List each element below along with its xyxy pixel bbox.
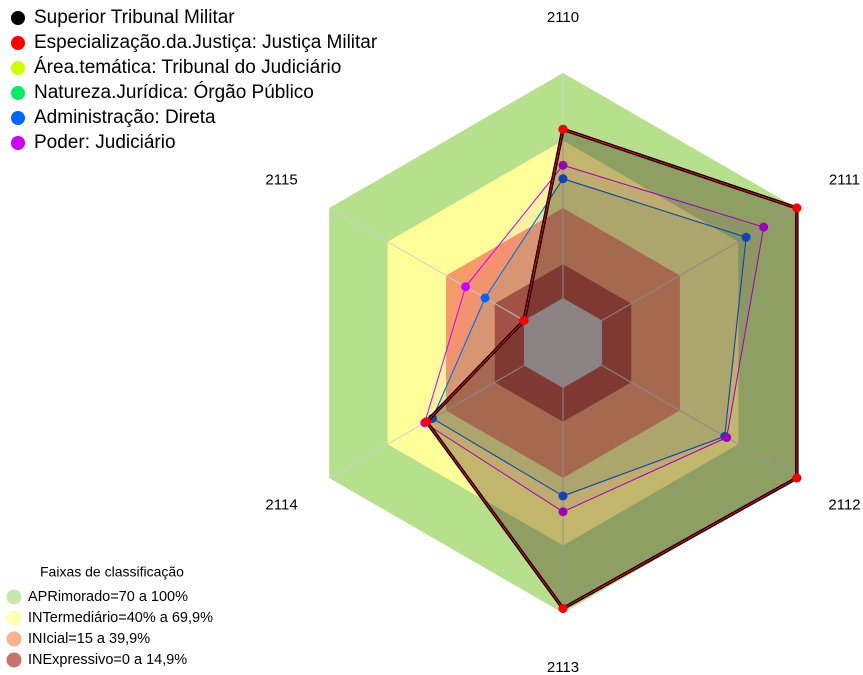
legend-marker	[11, 36, 25, 50]
data-point	[480, 293, 490, 303]
data-point	[558, 604, 568, 613]
bands-legend-marker	[6, 631, 22, 647]
bands-legend-label: INIcial=15 a 39,9%	[28, 631, 150, 647]
axis-label: 2113	[547, 659, 579, 675]
data-point	[461, 282, 471, 292]
legend-marker	[11, 86, 25, 100]
data-point	[558, 124, 568, 134]
data-point	[519, 316, 529, 325]
bands-legend-marker	[6, 589, 22, 605]
axis-label: 2115	[265, 171, 297, 188]
legend-label: Superior Tribunal Militar	[34, 7, 235, 28]
data-point	[792, 473, 802, 483]
data-point	[722, 433, 732, 442]
data-point	[558, 491, 568, 501]
data-point	[558, 507, 568, 517]
bands-legend-label: INTermediário=40% a 69,9%	[28, 610, 213, 626]
data-point	[558, 174, 568, 184]
data-point	[759, 222, 769, 232]
data-point	[741, 232, 751, 242]
band-hole	[524, 298, 602, 388]
legend-label: Área.temática: Tribunal do Judiciário	[34, 57, 341, 78]
legend-label: Administração: Direta	[34, 107, 216, 128]
legend-label: Natureza.Jurídica: Órgão Público	[34, 81, 314, 103]
legend-label: Especialização.da.Justiça: Justiça Milit…	[34, 32, 378, 53]
legend-marker	[11, 61, 25, 75]
axis-label: 2112	[828, 496, 860, 513]
legend-marker	[11, 11, 25, 25]
legend-marker	[11, 136, 25, 150]
bands-legend-label: APRimorado=70 a 100%	[28, 589, 188, 605]
spoke	[328, 207, 525, 321]
bands-legend-marker	[6, 610, 22, 626]
data-point	[422, 417, 432, 427]
data-point	[558, 160, 568, 170]
axis-label: 2114	[265, 496, 297, 513]
axis-label: 2110	[547, 9, 579, 26]
legend-label: Poder: Judiciário	[34, 132, 176, 153]
axis-label: 2111	[829, 171, 860, 188]
data-point	[792, 203, 802, 213]
bands-legend-marker	[6, 652, 22, 668]
legend-marker	[11, 111, 25, 125]
spoke	[601, 365, 798, 479]
bands-legend-label: INExpressivo=0 a 14,9%	[28, 652, 187, 668]
bands-legend-title: Faixas de classificação	[40, 564, 184, 580]
